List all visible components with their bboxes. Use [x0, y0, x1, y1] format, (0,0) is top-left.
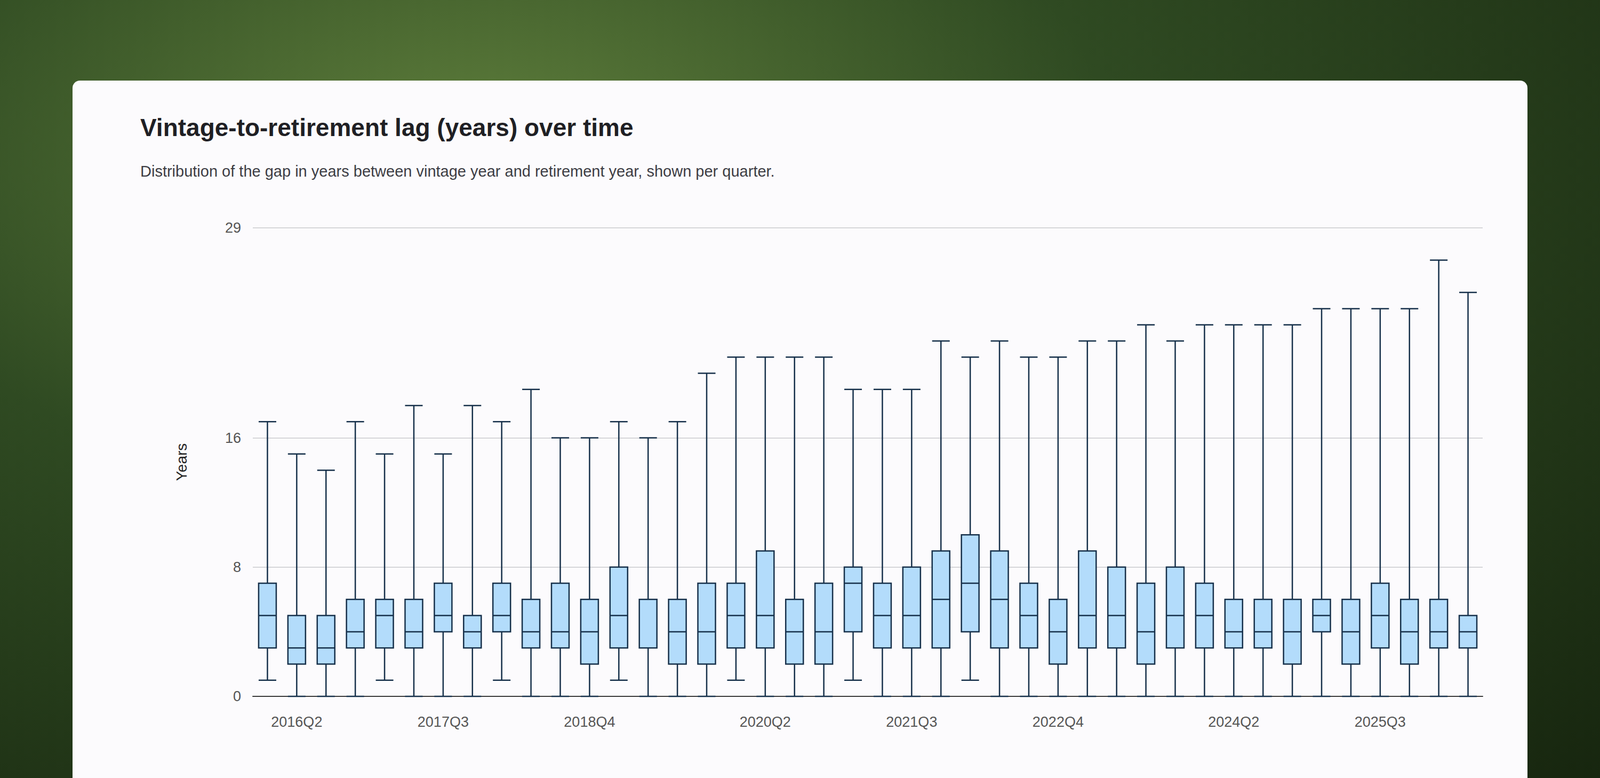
svg-text:2022Q4: 2022Q4 — [1032, 713, 1084, 730]
svg-text:2021Q3: 2021Q3 — [885, 713, 938, 730]
svg-text:0: 0 — [233, 688, 242, 704]
svg-text:2017Q3: 2017Q3 — [417, 713, 469, 730]
svg-text:8: 8 — [233, 558, 242, 575]
svg-text:2018Q4: 2018Q4 — [563, 713, 615, 730]
svg-text:Vintage-to-retirement lag (yea: Vintage-to-retirement lag (years) over t… — [140, 113, 634, 142]
svg-text:2025Q3: 2025Q3 — [1354, 713, 1406, 730]
svg-text:Years: Years — [173, 443, 190, 482]
svg-text:2016Q2: 2016Q2 — [270, 713, 323, 730]
svg-text:Distribution of the gap in yea: Distribution of the gap in years between… — [140, 162, 775, 180]
svg-text:16: 16 — [225, 429, 242, 446]
svg-text:2020Q2: 2020Q2 — [739, 713, 791, 730]
svg-text:29: 29 — [225, 219, 242, 236]
svg-text:2024Q2: 2024Q2 — [1208, 713, 1260, 730]
